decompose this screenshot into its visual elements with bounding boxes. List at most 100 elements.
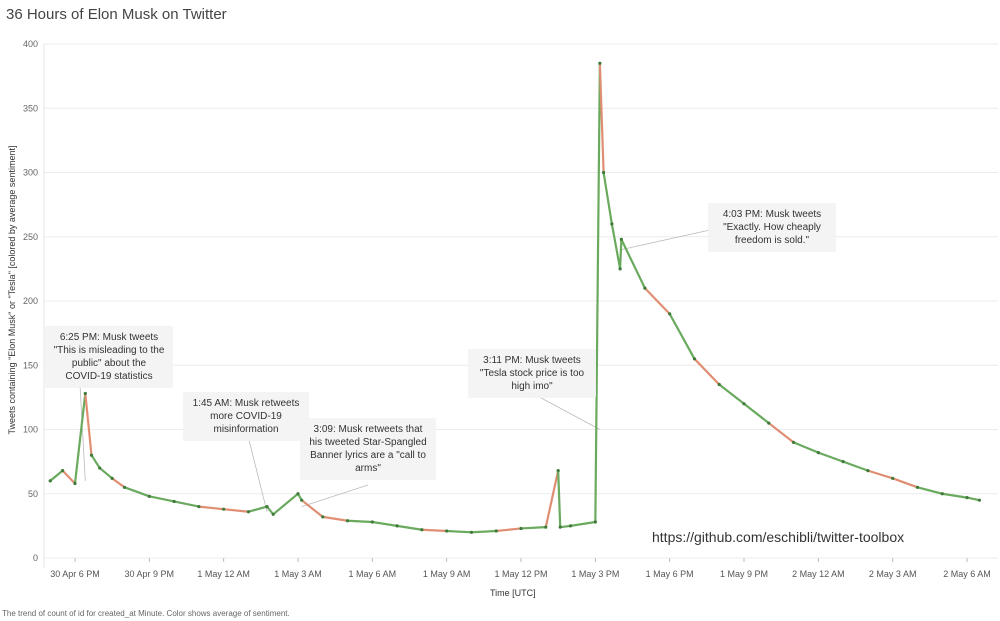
- series-segment: [321, 515, 349, 522]
- leader-line: [301, 484, 369, 507]
- data-point: [977, 498, 982, 502]
- series-segment: [172, 500, 200, 508]
- data-point: [110, 476, 114, 480]
- series-segment: [916, 486, 944, 495]
- data-point: [940, 492, 944, 496]
- y-axis-label: Tweets containing "Elon Musk" or "Tesla"…: [7, 145, 17, 435]
- series-segment: [557, 469, 562, 529]
- y-axis-ticks: 0 50 100 150 200 250 300 350 400: [23, 39, 38, 563]
- data-point: [519, 526, 523, 531]
- series-segment: [610, 222, 622, 270]
- data-point: [265, 505, 269, 509]
- series-segment: [111, 477, 126, 489]
- y-tick-label: 200: [23, 296, 38, 306]
- grid-lines: [43, 43, 998, 568]
- series-segment: [148, 495, 176, 503]
- data-point: [172, 499, 176, 504]
- data-point: [601, 170, 606, 175]
- series-segment: [668, 312, 696, 360]
- series-segment: [891, 477, 919, 489]
- series-segment: [272, 492, 300, 516]
- data-point: [610, 222, 614, 226]
- series-segment: [519, 526, 547, 530]
- data-point: [965, 496, 969, 500]
- x-tick-label: 1 May 9 AM: [423, 569, 471, 579]
- data-point: [321, 515, 325, 519]
- x-tick-label: 2 May 3 AM: [869, 569, 917, 579]
- data-point: [222, 507, 226, 511]
- leader-line: [247, 435, 268, 512]
- x-tick-label: 1 May 6 AM: [349, 569, 397, 579]
- x-tick-label: 1 May 12 AM: [197, 569, 250, 579]
- data-point: [98, 466, 102, 470]
- series-segment: [247, 505, 269, 513]
- series-segment: [470, 529, 498, 534]
- series-segment: [965, 496, 981, 502]
- series-segment: [742, 402, 770, 425]
- series-segment: [619, 238, 623, 270]
- y-tick-label: 300: [23, 168, 38, 178]
- data-point: [558, 525, 562, 529]
- leader-line: [79, 384, 86, 481]
- y-tick-label: 0: [33, 553, 38, 563]
- annotation-leader-lines: [79, 229, 711, 512]
- data-point: [445, 529, 449, 533]
- data-point: [370, 520, 374, 524]
- series-segment: [197, 505, 225, 511]
- y-tick-label: 350: [23, 103, 38, 113]
- x-axis-label: Time [UTC]: [490, 588, 536, 598]
- data-point: [742, 402, 746, 406]
- series-segment: [544, 469, 560, 529]
- data-point: [296, 492, 300, 496]
- annotation-tesla-stock-price: 3:11 PM: Musk tweets "Tesla stock price …: [468, 349, 596, 398]
- github-url-watermark: https://github.com/eschibli/twitter-tool…: [652, 529, 905, 545]
- y-tick-label: 150: [23, 360, 38, 370]
- data-point: [593, 520, 597, 524]
- series-segment: [817, 451, 845, 463]
- series-segment: [265, 505, 275, 516]
- annotation-star-spangled-banner: 3:09: Musk retweets that his tweeted Sta…: [300, 418, 436, 480]
- series-segment: [643, 287, 671, 315]
- data-point: [643, 286, 647, 290]
- series-segment: [396, 524, 423, 531]
- data-point: [271, 512, 275, 516]
- series-segment: [98, 466, 114, 480]
- series-segment: [792, 441, 820, 454]
- data-point: [420, 528, 424, 532]
- data-points: [48, 61, 982, 534]
- data-point: [816, 451, 820, 455]
- series-segment: [73, 392, 87, 485]
- data-point: [89, 453, 94, 457]
- data-point: [300, 498, 304, 502]
- y-tick-label: 50: [28, 489, 38, 499]
- chart-footnote: The trend of count of id for created_at …: [2, 609, 290, 618]
- x-tick-label: 1 May 9 PM: [720, 569, 768, 579]
- data-point: [83, 391, 87, 396]
- data-point: [544, 525, 548, 529]
- data-point: [619, 237, 623, 241]
- data-point: [246, 510, 251, 514]
- data-point: [891, 476, 895, 480]
- x-tick-label: 30 Apr 9 PM: [125, 569, 175, 579]
- annotation-covid-misinformation: 1:45 AM: Musk retweets more COVID-19 mis…: [183, 392, 309, 441]
- series-segment: [842, 460, 870, 472]
- data-point: [692, 357, 697, 361]
- series-segment: [445, 529, 473, 534]
- y-tick-label: 250: [23, 232, 38, 242]
- x-tick-label: 1 May 6 PM: [646, 569, 694, 579]
- series-segment: [49, 469, 64, 482]
- data-point: [556, 469, 560, 473]
- data-point: [618, 267, 622, 271]
- data-point: [568, 524, 573, 528]
- annotation-freedom-sold: 4:03 PM: Musk tweets "Exactly. How cheap…: [708, 203, 836, 252]
- x-tick-label: 30 Apr 6 PM: [50, 569, 100, 579]
- series-segment: [420, 528, 448, 533]
- series-segment: [602, 171, 613, 225]
- series-segment: [346, 519, 374, 524]
- series-segment: [90, 454, 101, 470]
- x-tick-label: 1 May 12 PM: [494, 569, 547, 579]
- x-tick-label: 1 May 3 AM: [274, 569, 322, 579]
- data-point: [345, 519, 350, 523]
- series-segment: [866, 469, 894, 480]
- series-segment: [941, 492, 969, 499]
